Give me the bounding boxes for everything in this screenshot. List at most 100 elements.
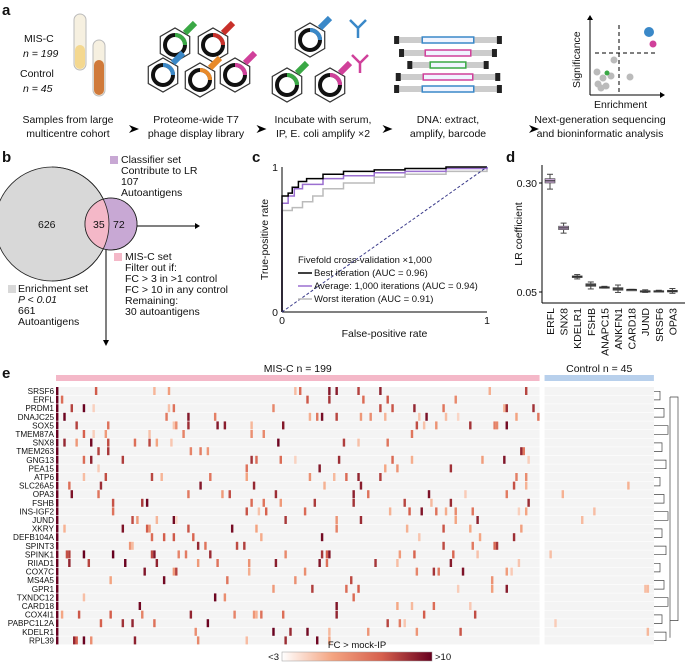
heatmap-cell <box>646 584 650 593</box>
heatmap-cell <box>262 498 265 507</box>
heatmap-row-bg <box>544 438 654 447</box>
heatmap-cell <box>554 619 557 628</box>
heatmap-cell <box>145 524 149 533</box>
heatmap-cell <box>469 524 472 533</box>
heatmap-cell <box>512 533 516 542</box>
heatmap-cell <box>82 430 86 438</box>
heatmap-cell <box>359 481 363 490</box>
heatmap-cell <box>325 559 329 567</box>
heatmap-cell <box>260 610 263 619</box>
heatmap-cell <box>90 455 93 464</box>
heatmap-cell <box>328 550 331 559</box>
heatmap-cell <box>379 404 382 413</box>
row-label: CARD18 <box>22 602 55 611</box>
heatmap-cell <box>245 464 248 473</box>
heatmap-cell <box>192 533 195 542</box>
category-label: FSHB <box>586 308 598 336</box>
heatmap-cell <box>94 387 98 395</box>
heatmap-cell <box>65 550 69 559</box>
heatmap-cell <box>471 507 474 516</box>
heatmap-cell <box>444 412 448 421</box>
heatmap-cell <box>384 412 387 421</box>
heatmap-cell <box>82 404 86 413</box>
heatmap-cell <box>206 619 210 628</box>
heatmap-cell <box>495 421 499 430</box>
heatmap-cell <box>148 430 151 438</box>
heatmap-cell <box>410 430 414 438</box>
heatmap-cell <box>153 387 156 395</box>
heatmap-row-bg <box>544 610 654 619</box>
antibody-icon <box>351 54 369 73</box>
heatmap-cell <box>75 421 78 430</box>
row-label: PABPC1L2A <box>8 619 55 628</box>
misc-n: n = 199 <box>23 48 58 60</box>
panel-a: a MIS-C n = 199 Control n = 45 Enrichmen… <box>2 2 666 140</box>
step-5-text: Next-generation sequencing <box>534 114 665 126</box>
heatmap-cell <box>56 490 59 499</box>
heatmap-cell <box>413 404 416 413</box>
group-label: Control n = 45 <box>566 363 632 375</box>
heatmap-cell <box>160 473 163 481</box>
heatmap-cell <box>250 455 253 464</box>
dendrogram <box>654 390 679 642</box>
heatmap-row-bg <box>544 498 654 507</box>
heatmap-row-bg <box>544 404 654 413</box>
heatmap-cell <box>515 473 518 481</box>
heatmap-cell <box>335 610 338 619</box>
step-1-text: multicentre cohort <box>26 128 110 140</box>
heatmap-cell <box>56 550 59 559</box>
colorbar <box>281 651 433 662</box>
heatmap-cell <box>99 481 103 490</box>
heatmap-cell <box>56 619 59 628</box>
heatmap-row-bg <box>544 447 654 456</box>
heatmap-cell <box>187 490 190 499</box>
misc-set-text: FC > 10 in any control <box>125 284 228 296</box>
heatmap-cell <box>56 602 59 610</box>
heatmap-cell <box>56 524 59 533</box>
panel-label-e: e <box>2 365 10 382</box>
heatmap-cell <box>136 516 139 524</box>
heatmap-cell <box>56 636 59 645</box>
heatmap-cell <box>82 455 86 464</box>
heatmap-cell <box>255 455 258 464</box>
heatmap-row-bg <box>544 550 654 559</box>
heatmap-cell <box>63 524 66 533</box>
heatmap-cell <box>56 473 59 481</box>
heatmap-cell <box>442 524 445 533</box>
heatmap-cell <box>367 490 370 499</box>
heatmap-cell <box>481 455 484 464</box>
heatmap-cell <box>167 404 171 413</box>
heatmap-cell <box>272 584 275 593</box>
heatmap-cell <box>279 498 282 507</box>
heatmap-cell <box>384 464 387 473</box>
row-label: FSHB <box>32 499 54 508</box>
row-label: PEA15 <box>29 464 55 473</box>
heatmap-row-bg <box>544 524 654 533</box>
heatmap-cell <box>396 464 399 473</box>
heatmap-cell <box>357 584 360 593</box>
heatmap-cell <box>413 550 416 559</box>
heatmap-cell <box>294 576 297 585</box>
heatmap-cell <box>350 576 353 585</box>
heatmap-cell <box>403 619 406 628</box>
step-2-text: Proteome-wide T7 <box>153 114 239 126</box>
heatmap-cell <box>335 524 338 533</box>
row-label: TMEM87A <box>15 430 54 439</box>
x-axis-label: False-positive rate <box>342 328 428 340</box>
heatmap-cell <box>398 550 402 559</box>
y-tick-label: 0 <box>272 307 278 319</box>
heatmap-row-bg <box>56 447 540 456</box>
group-bar-0 <box>56 375 540 381</box>
heatmap-cell <box>442 404 445 413</box>
heatmap-cell <box>56 498 59 507</box>
step-3-text: Incubate with serum, <box>275 114 372 126</box>
heatmap-row-bg <box>56 404 540 413</box>
heatmap-cell <box>493 421 496 430</box>
heatmap-cell <box>335 387 338 395</box>
heatmap-cell <box>233 610 236 619</box>
heatmap-cell <box>150 533 154 542</box>
heatmap-cell <box>505 490 508 499</box>
heatmap-cell <box>505 567 508 576</box>
step-4-text: amplify, barcode <box>410 128 486 140</box>
